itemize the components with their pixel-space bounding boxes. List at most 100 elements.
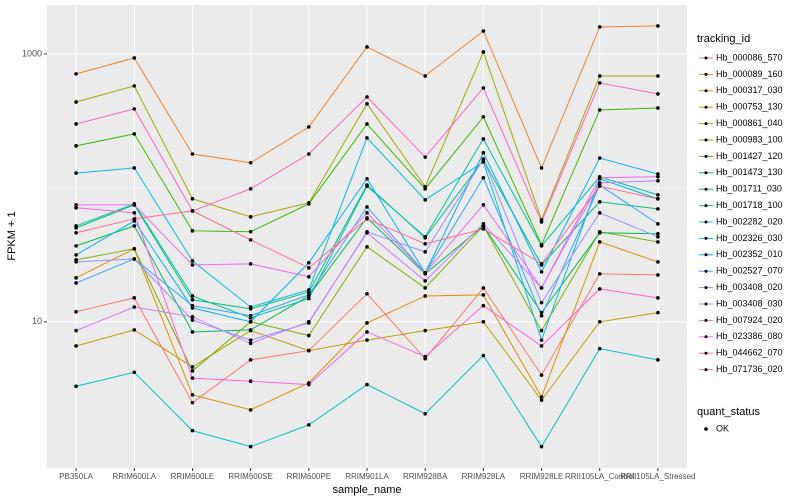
point [365, 122, 369, 126]
legend-label: Hb_044662_070 [716, 348, 783, 358]
point [656, 273, 660, 277]
point [248, 229, 253, 234]
point [656, 172, 660, 176]
point [190, 330, 195, 334]
point [597, 211, 602, 215]
point [74, 206, 78, 210]
legend-label: Hb_000983_100 [716, 134, 783, 144]
point [74, 224, 78, 228]
y-tick-label: 1000 [22, 48, 42, 58]
point [307, 348, 311, 353]
point [597, 108, 602, 112]
point [656, 174, 660, 179]
point [481, 50, 486, 54]
point [307, 293, 311, 297]
point [190, 376, 195, 380]
legend-key-point [704, 368, 708, 372]
legend-key-point [704, 220, 708, 224]
legend-key-point [704, 171, 708, 175]
point [74, 260, 78, 264]
legend-key-point [704, 187, 708, 191]
point [307, 274, 311, 279]
point [597, 184, 602, 188]
point [656, 240, 660, 244]
point [597, 320, 602, 324]
point [597, 287, 602, 291]
point [539, 444, 544, 449]
legend-label: Hb_003408_020 [716, 282, 783, 292]
point [365, 184, 369, 188]
x-tick-label: RRII105LA_Stressed [620, 472, 695, 481]
point [481, 175, 486, 180]
legend2-label: OK [716, 423, 729, 433]
point [481, 353, 486, 358]
legend-label: Hb_007924_020 [716, 315, 783, 325]
point [190, 197, 195, 201]
point [365, 291, 369, 296]
point [132, 211, 137, 215]
points [74, 24, 660, 449]
point [74, 144, 78, 148]
point [307, 423, 311, 427]
point [539, 328, 544, 333]
point [656, 358, 660, 362]
legend-key-point [704, 318, 708, 322]
point [365, 382, 369, 387]
point [539, 373, 544, 377]
point [423, 294, 427, 298]
point [190, 294, 195, 298]
legend-key-point [704, 72, 708, 76]
point [656, 235, 660, 239]
point [307, 152, 311, 156]
point [481, 227, 486, 231]
point [365, 321, 369, 325]
point [656, 207, 660, 211]
point [656, 197, 660, 201]
point [190, 318, 195, 322]
point [597, 81, 602, 85]
point [190, 209, 195, 213]
point [307, 320, 311, 324]
point [307, 266, 311, 270]
point [365, 230, 369, 235]
legend-label: Hb_071736_020 [716, 364, 783, 374]
point [423, 74, 427, 78]
point [656, 193, 660, 197]
legend-key-point [704, 204, 708, 208]
point [539, 395, 544, 399]
point [597, 25, 602, 29]
point [132, 132, 137, 136]
point [656, 260, 660, 264]
point [132, 107, 137, 111]
point [597, 156, 602, 160]
point [481, 293, 486, 297]
point [248, 338, 253, 342]
point [481, 303, 486, 308]
point [365, 211, 369, 215]
point [423, 242, 427, 246]
point [190, 393, 195, 397]
point [132, 305, 137, 309]
point [365, 338, 369, 342]
point [248, 444, 253, 449]
point [74, 244, 78, 248]
point [597, 230, 602, 235]
point [248, 328, 253, 332]
point [423, 198, 427, 202]
point [481, 86, 486, 90]
point [132, 166, 137, 170]
point [365, 95, 369, 99]
point [307, 333, 311, 338]
legend-label: Hb_002282_020 [716, 216, 783, 226]
point [132, 84, 137, 88]
point [132, 296, 137, 300]
point [74, 230, 78, 235]
point [365, 102, 369, 106]
point [539, 166, 544, 170]
point [539, 313, 544, 318]
point [248, 358, 253, 362]
legend2-title: quant_status [697, 406, 760, 418]
point [481, 137, 486, 141]
point [132, 246, 137, 251]
